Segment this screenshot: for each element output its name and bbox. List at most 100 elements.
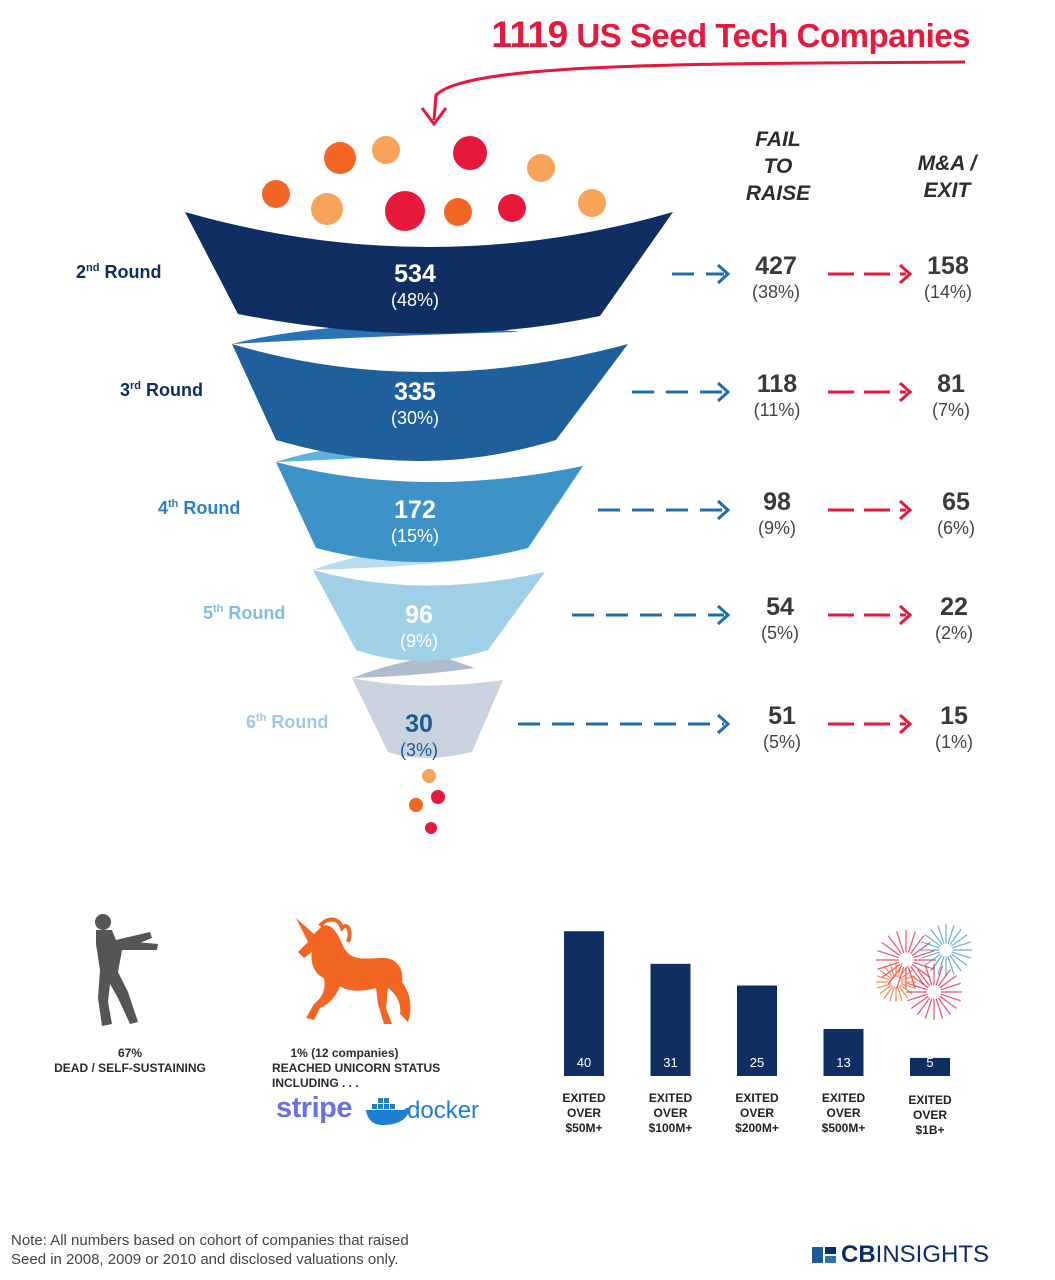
exit-bar bbox=[823, 1028, 864, 1076]
dead-label: DEAD / SELF-SUSTAINING bbox=[54, 1061, 206, 1075]
firework-spark bbox=[911, 941, 931, 957]
firework-spark bbox=[950, 953, 968, 966]
round-word: Round bbox=[178, 498, 241, 518]
fail-value: 51 bbox=[768, 702, 796, 730]
dead-caption: 67% DEAD / SELF-SUSTAINING bbox=[40, 1046, 220, 1076]
stage-count-value: 534 bbox=[394, 260, 436, 288]
seed-dots bbox=[262, 136, 606, 231]
funnel-chart bbox=[185, 60, 966, 834]
exit-dot bbox=[431, 790, 445, 804]
fail-value: 427 bbox=[755, 252, 797, 280]
round-number: 6 bbox=[246, 712, 257, 732]
fail-arrow-head bbox=[716, 713, 731, 735]
seed-dot bbox=[311, 193, 343, 225]
fail-arrow-head bbox=[716, 499, 731, 521]
firework-spark bbox=[921, 951, 941, 959]
fireworks-icon bbox=[876, 924, 972, 1020]
exit-bar-category-label: EXITED bbox=[735, 1091, 779, 1105]
firework-spark bbox=[924, 965, 933, 986]
round-number: 4 bbox=[158, 498, 169, 518]
exit-percent: (1%) bbox=[934, 732, 973, 752]
round-label: 6th Round bbox=[246, 712, 328, 733]
stripe-logo: stripe bbox=[276, 1092, 352, 1124]
cbinsights-logo: CB INSIGHTS bbox=[812, 1240, 989, 1270]
stage-count-percent: (48%) bbox=[390, 290, 439, 310]
firework-spark bbox=[879, 969, 893, 980]
seed-dot bbox=[527, 154, 555, 182]
exit-bar bbox=[564, 931, 604, 1076]
logo-prefix: CB bbox=[841, 1241, 876, 1268]
stage-count-value: 335 bbox=[394, 378, 436, 406]
firework-spark bbox=[937, 997, 951, 1016]
firework-spark bbox=[907, 982, 928, 991]
firework-spark bbox=[899, 969, 913, 980]
stage-count-percent: (15%) bbox=[390, 526, 439, 546]
exit-arrow-head bbox=[898, 381, 913, 403]
stage-count-value: 30 bbox=[405, 710, 433, 738]
fail-stat: 427 (38%) bbox=[726, 252, 826, 304]
round-suffix: nd bbox=[86, 262, 100, 274]
firework-spark bbox=[924, 934, 942, 947]
firework-spark bbox=[930, 954, 943, 972]
exit-bar-category-label: $50M+ bbox=[565, 1121, 602, 1135]
unicorn-caption: 1% (12 companies) REACHED UNICORN STATUS… bbox=[272, 1046, 472, 1091]
firework-spark bbox=[911, 963, 931, 979]
exit-value: 81 bbox=[937, 370, 965, 398]
exit-bar-value: 31 bbox=[663, 1055, 677, 1070]
firework-spark bbox=[939, 995, 958, 1009]
firework-spark bbox=[909, 965, 925, 985]
firework-spark bbox=[887, 935, 903, 955]
fail-percent: (38%) bbox=[751, 282, 800, 302]
seed-dot bbox=[498, 194, 526, 222]
round-label: 3rd Round bbox=[120, 380, 203, 401]
fail-stat: 54 (5%) bbox=[730, 593, 830, 645]
exit-arrow-head bbox=[898, 713, 913, 735]
title-number: 1119 bbox=[491, 14, 568, 55]
firework-spark bbox=[887, 965, 903, 985]
round-word: Round bbox=[99, 262, 162, 282]
unicorn-line3: INCLUDING . . . bbox=[272, 1076, 359, 1090]
fail-percent: (5%) bbox=[762, 732, 801, 752]
fail-arrow-head bbox=[716, 263, 731, 285]
firework-spark bbox=[899, 984, 913, 995]
funnel-band-3 bbox=[232, 344, 628, 461]
firework-spark bbox=[877, 961, 900, 970]
seed-dot bbox=[453, 136, 487, 170]
exit-percent: (14%) bbox=[923, 282, 972, 302]
exit-column-header: M&A / EXIT bbox=[917, 152, 977, 202]
exit-bar-chart: 40EXITEDOVER$50M+31EXITEDOVER$100M+25EXI… bbox=[562, 931, 952, 1137]
funnel-bands bbox=[185, 212, 673, 758]
footnote-line2: Seed in 2008, 2009 or 2010 and disclosed… bbox=[11, 1251, 399, 1268]
docker-logo: docker bbox=[407, 1097, 480, 1124]
firework-spark bbox=[917, 997, 931, 1016]
exit-percent: (7%) bbox=[931, 400, 970, 420]
exit-stat: 65 (6%) bbox=[906, 488, 1006, 540]
round-suffix: rd bbox=[130, 380, 142, 392]
exit-stat: 22 (2%) bbox=[904, 593, 1004, 645]
fail-stat: 118 (11%) bbox=[727, 370, 827, 422]
exit-arrow-head bbox=[898, 499, 913, 521]
firework-spark bbox=[907, 993, 928, 1002]
docker-whale-icon bbox=[366, 1098, 410, 1125]
stage-count-value: 172 bbox=[394, 496, 436, 524]
exit-stat: 158 (14%) bbox=[898, 252, 998, 304]
funnel-stage-count: 172 (15%) bbox=[365, 496, 465, 548]
round-word: Round bbox=[266, 712, 329, 732]
firework-spark bbox=[879, 984, 893, 995]
exit-dots bbox=[409, 769, 445, 834]
round-label: 5th Round bbox=[203, 603, 285, 624]
firework-spark bbox=[940, 982, 961, 991]
exit-percent: (2%) bbox=[934, 623, 973, 643]
exit-value: 15 bbox=[940, 702, 968, 730]
title-text: US Seed Tech Companies bbox=[576, 17, 970, 54]
firework-spark bbox=[912, 961, 935, 970]
firework-spark bbox=[883, 985, 894, 999]
firework-spark bbox=[896, 962, 903, 978]
firework-spark bbox=[947, 955, 955, 975]
exit-bar-category-label: EXITED bbox=[822, 1091, 866, 1105]
exit-bar-category-label: $1B+ bbox=[915, 1123, 944, 1137]
funnel-band-4 bbox=[276, 462, 583, 562]
dead-percent: 67% bbox=[117, 1046, 143, 1060]
firework-spark bbox=[881, 963, 901, 979]
firework-spark bbox=[910, 995, 929, 1009]
